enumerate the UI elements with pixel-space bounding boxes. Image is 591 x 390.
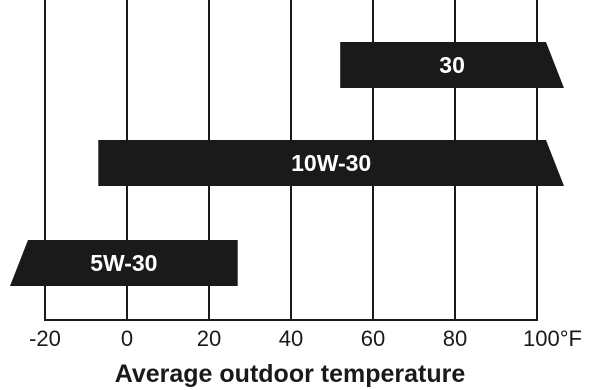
bar-30	[340, 42, 564, 88]
bar-label-30: 30	[439, 52, 465, 78]
tick-label-2: 20	[197, 326, 221, 351]
bar-label-10w-30: 10W-30	[291, 150, 371, 176]
tick-label-5: 80	[443, 326, 467, 351]
tick-label-0: -20	[29, 326, 61, 351]
tick-label-6: 100°F	[523, 326, 582, 351]
bar-label-5w-30: 5W-30	[90, 250, 157, 276]
bar-5w-30	[10, 240, 238, 286]
viscosity-bars: 30 10W-30 5W-30	[10, 42, 565, 286]
tick-label-1: 0	[121, 326, 133, 351]
x-axis-tick-labels: -20 0 20 40 60 80 100°F	[29, 326, 582, 351]
x-axis-title: Average outdoor temperature	[115, 360, 466, 388]
bar-10w-30	[98, 140, 565, 186]
tick-label-3: 40	[279, 326, 303, 351]
tick-label-4: 60	[361, 326, 385, 351]
